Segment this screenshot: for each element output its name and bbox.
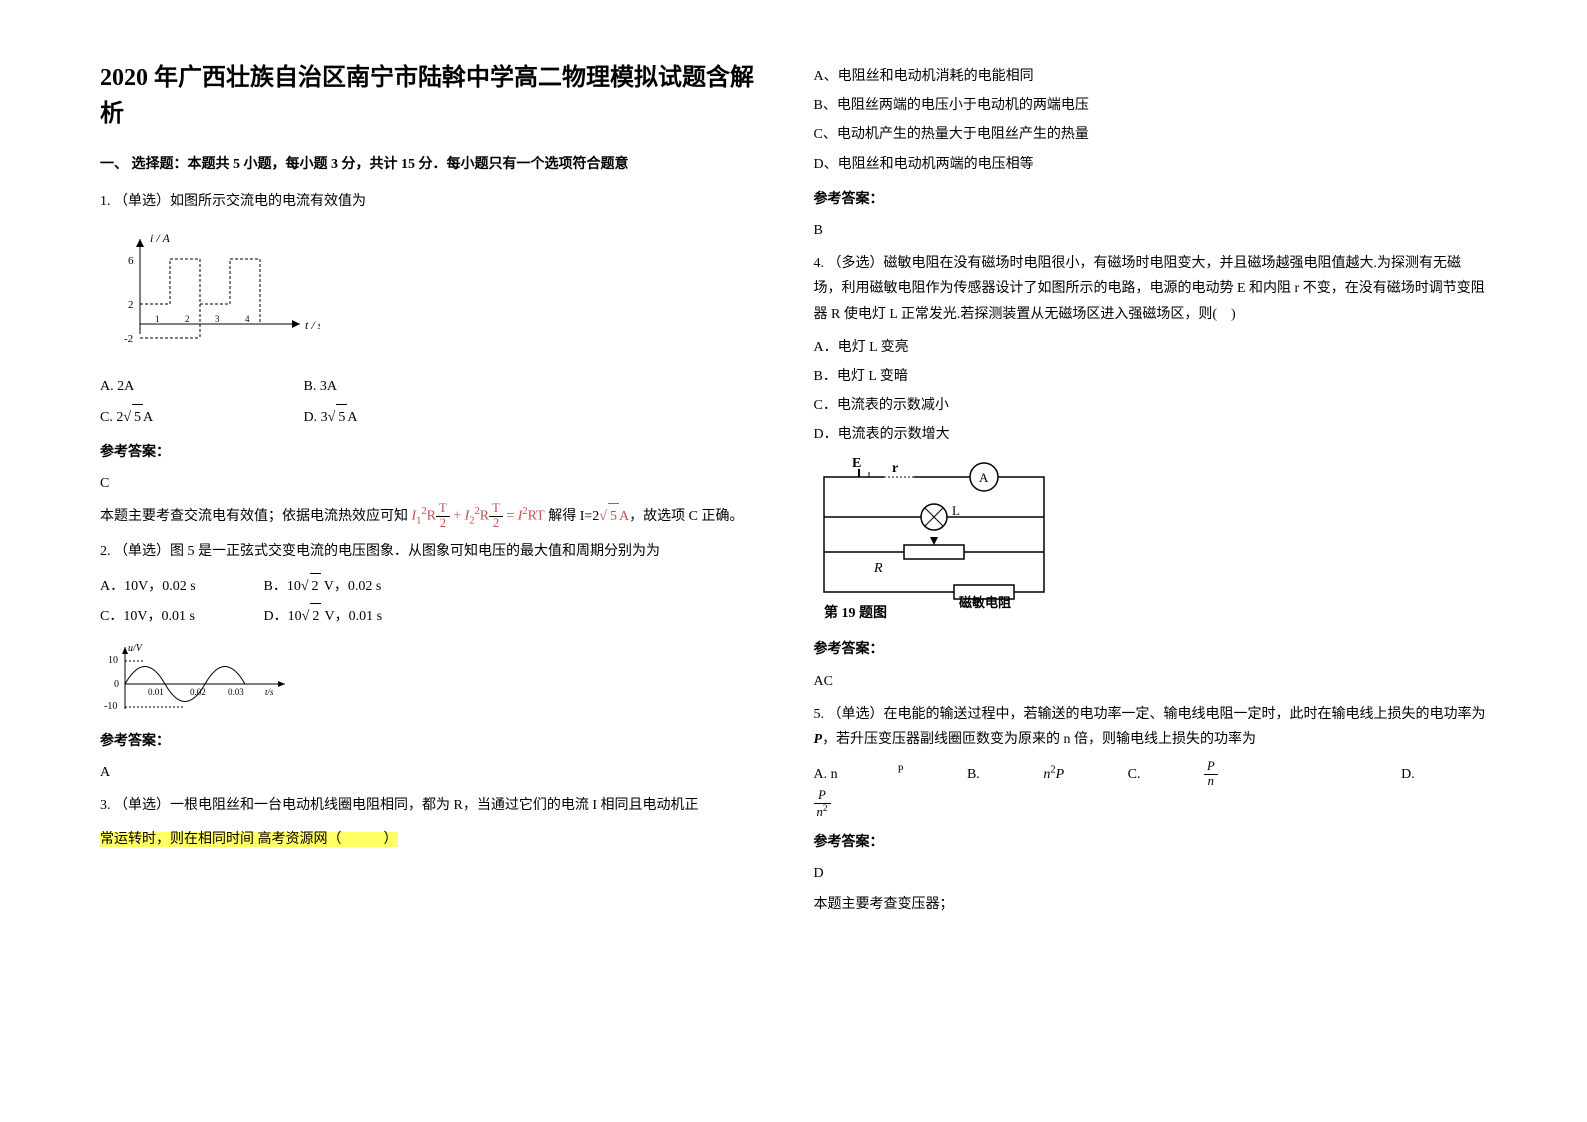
- q4-optB: B．电灯 L 变暗: [814, 364, 1488, 389]
- q2-optC: C．10V，0.01 s: [100, 604, 260, 629]
- q3-stem: 3. （单选）一根电阻丝和一台电动机线圈电阻相同，都为 R，当通过它们的电流 I…: [100, 793, 774, 818]
- q5-opts: A. nP B. n2P C. Pn D. Pn2: [814, 760, 1488, 820]
- svg-text:L: L: [952, 503, 960, 518]
- svg-text:0: 0: [114, 679, 119, 690]
- right-column: A、电阻丝和电动机消耗的电能相同 B、电阻丝两端的电压小于电动机的两端电压 C、…: [794, 60, 1508, 1062]
- q1-stem: 1. （单选）如图所示交流电的电流有效值为: [100, 189, 774, 214]
- q1-explain: 本题主要考查交流电有效值；依据电流热效应可知 I12RT2 + I22RT2 =…: [100, 502, 774, 531]
- svg-text:2: 2: [185, 314, 190, 324]
- q1-optC-pre: C. 2: [100, 410, 123, 425]
- q1-answer-label: 参考答案：: [100, 440, 774, 465]
- q5-answer-label: 参考答案：: [814, 830, 1488, 855]
- q3-answer-label: 参考答案：: [814, 187, 1488, 212]
- q4-optA: A．电灯 L 变亮: [814, 335, 1488, 360]
- document-title: 2020 年广西壮族自治区南宁市陆斡中学高二物理模拟试题含解析: [100, 60, 774, 132]
- section-1-title: 一、 选择题：本题共 5 小题，每小题 3 分，共计 15 分．每小题只有一个选…: [100, 152, 774, 177]
- svg-text:E: E: [852, 457, 861, 471]
- q1-optD-pre: D. 3: [304, 410, 328, 425]
- q1-optA: A. 2A: [100, 374, 300, 399]
- q1-opts-row2: C. 2√5A D. 3√5A: [100, 404, 774, 430]
- q1-optC-suf: A: [143, 410, 153, 425]
- q2-opts-row2: C．10V，0.01 s D．10√2 V，0.01 s: [100, 603, 774, 629]
- q3-answer: B: [814, 218, 1488, 243]
- q1-fig-xlabel: t / s: [305, 318, 320, 332]
- svg-text:3: 3: [215, 314, 220, 324]
- q3-optD: D、电阻丝和电动机两端的电压相等: [814, 152, 1488, 177]
- svg-text:-10: -10: [104, 701, 117, 712]
- q1-optC-sqrt: 5: [132, 404, 143, 430]
- svg-text:A: A: [979, 470, 989, 485]
- q2-stem: 2. （单选）图 5 是一正弦式交变电流的电压图象．从图象可知电压的最大值和周期…: [100, 539, 774, 564]
- svg-text:2: 2: [128, 299, 134, 311]
- svg-text:4: 4: [245, 314, 250, 324]
- q1-optD-suf: A: [347, 410, 357, 425]
- svg-text:t/s: t/s: [265, 687, 274, 697]
- q1-opts-row1: A. 2A B. 3A: [100, 374, 774, 399]
- svg-text:6: 6: [128, 255, 134, 267]
- svg-text:u/V: u/V: [128, 643, 144, 654]
- q5-answer: D: [814, 861, 1488, 886]
- svg-text:0.01: 0.01: [148, 687, 164, 697]
- svg-text:0.02: 0.02: [190, 687, 206, 697]
- q1-fig-ylabel: i / A: [150, 231, 170, 245]
- q4-optD: D．电流表的示数增大: [814, 422, 1488, 447]
- q2-opts-row1: A．10V，0.02 s B．10√2 V，0.02 s: [100, 573, 774, 599]
- q1-optB: B. 3A: [304, 379, 337, 394]
- q2-optA: A．10V，0.02 s: [100, 574, 260, 599]
- svg-text:第 19 题图: 第 19 题图: [824, 604, 887, 621]
- svg-text:10: 10: [108, 655, 118, 666]
- q2-optB-pre: B．10: [264, 579, 301, 594]
- q1-figure: i / A t / s 6 2 -2 1 2 3 4: [100, 224, 320, 364]
- q2-figure: u/V 10 0 -10 0.01 0.02 0.03 t/s: [100, 639, 300, 719]
- q2-answer: A: [100, 760, 774, 785]
- q4-answer-label: 参考答案：: [814, 637, 1488, 662]
- q5-stem: 5. （单选）在电能的输送过程中，若输送的电功率一定、输电线电阻一定时，此时在输…: [814, 702, 1488, 752]
- q4-figure: E r A L R 磁敏电阻 第 19 题图: [814, 457, 1074, 627]
- q4-answer: AC: [814, 669, 1488, 694]
- svg-text:r: r: [892, 461, 898, 476]
- svg-text:1: 1: [155, 314, 160, 324]
- q5-explain: 本题主要考查变压器；: [814, 892, 1488, 917]
- q3-optB: B、电阻丝两端的电压小于电动机的两端电压: [814, 93, 1488, 118]
- q1-answer: C: [100, 471, 774, 496]
- q2-optD-suf: V，0.01 s: [321, 609, 382, 624]
- q2-answer-label: 参考答案：: [100, 729, 774, 754]
- left-column: 2020 年广西壮族自治区南宁市陆斡中学高二物理模拟试题含解析 一、 选择题：本…: [80, 60, 794, 1062]
- q1-optD-sqrt: 5: [336, 404, 347, 430]
- q3-optC: C、电动机产生的热量大于电阻丝产生的热量: [814, 122, 1488, 147]
- svg-text:磁敏电阻: 磁敏电阻: [959, 595, 1011, 610]
- svg-text:R: R: [873, 561, 883, 576]
- svg-text:0.03: 0.03: [228, 687, 244, 697]
- svg-text:-2: -2: [124, 333, 133, 345]
- q3-highlight: 常运转时，则在相同时间 高考资源网（ ）: [100, 832, 398, 847]
- q3-optA: A、电阻丝和电动机消耗的电能相同: [814, 64, 1488, 89]
- q4-stem: 4. （多选）磁敏电阻在没有磁场时电阻很小，有磁场时电阻变大，并且磁场越强电阻值…: [814, 251, 1488, 327]
- q1-equation: I12RT2 + I22RT2 = I2RT: [412, 502, 545, 531]
- q2-optD-pre: D．10: [264, 609, 302, 624]
- q4-optC: C．电流表的示数减小: [814, 393, 1488, 418]
- q2-optB-suf: V，0.02 s: [321, 579, 382, 594]
